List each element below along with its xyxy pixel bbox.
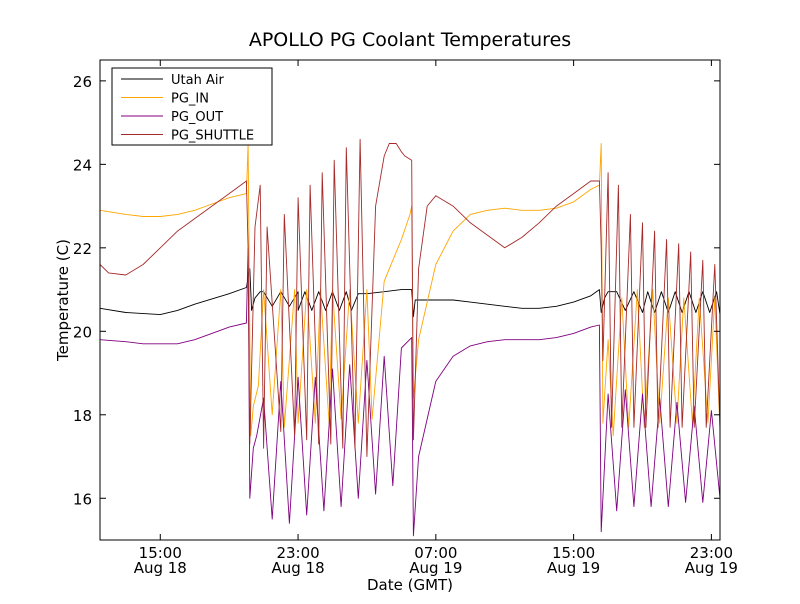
plot-frame <box>99 59 721 541</box>
chart-title: APOLLO PG Coolant Temperatures <box>249 29 571 51</box>
x-tick-label-date: Aug 19 <box>547 559 600 577</box>
x-tick-label-date: Aug 18 <box>134 559 187 577</box>
series-line-pg-shuttle <box>100 138 720 457</box>
y-tick-label: 26 <box>73 73 92 91</box>
x-tick-label-date: Aug 19 <box>409 559 462 577</box>
y-tick-label: 24 <box>73 156 92 174</box>
legend: Utah Air PG_IN PG_OUT PG_SHUTTLE <box>111 67 273 146</box>
x-tick-label-time: 15:00 <box>139 544 182 562</box>
legend-label: Utah Air <box>171 73 224 88</box>
series-layer <box>100 138 720 537</box>
legend-box <box>111 67 273 146</box>
legend-label: PG_IN <box>171 92 209 107</box>
x-tick-label-time: 15:00 <box>552 544 595 562</box>
x-tick-label-date: Aug 18 <box>271 559 324 577</box>
series-line-pg-in <box>100 143 720 437</box>
y-tick-label: 16 <box>73 490 92 508</box>
x-tick-label-time: 07:00 <box>414 544 457 562</box>
legend-label: PG_OUT <box>171 110 223 125</box>
y-axis-label: Temperature (C) <box>54 239 72 362</box>
x-axis-label: Date (GMT) <box>367 576 453 594</box>
x-tick-label-time: 23:00 <box>276 544 319 562</box>
y-tick-label: 22 <box>73 240 92 258</box>
legend-label: PG_SHUTTLE <box>171 129 254 144</box>
y-tick-label: 20 <box>73 323 92 341</box>
y-tick-label: 18 <box>73 407 92 425</box>
x-tick-label-time: 23:00 <box>690 544 733 562</box>
x-tick-label-date: Aug 19 <box>685 559 738 577</box>
